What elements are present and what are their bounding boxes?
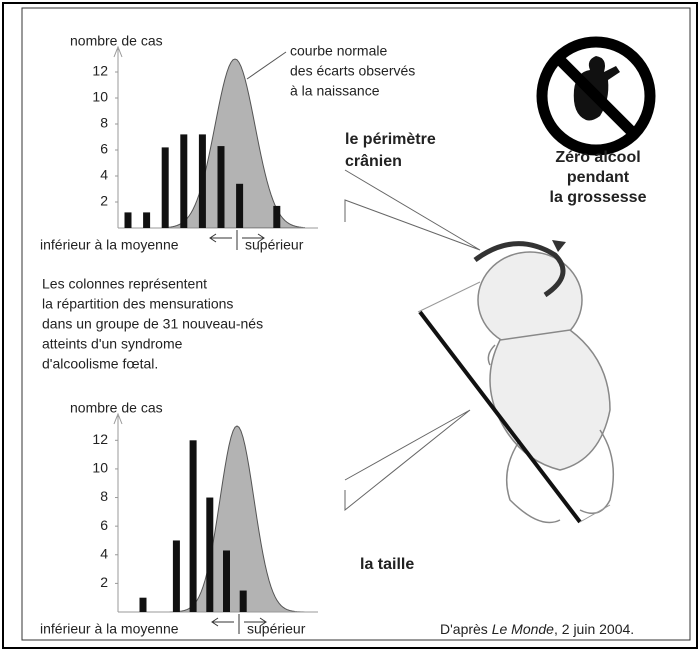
measure-label: la taille: [360, 556, 414, 573]
y-tick-label: 10: [92, 460, 108, 476]
bar: [199, 134, 206, 228]
bar: [143, 212, 150, 228]
annotation: à la naissance: [290, 83, 380, 99]
caption: Les colonnes représentent: [42, 276, 207, 292]
bar: [180, 134, 187, 228]
bar: [140, 598, 147, 612]
source: D'après Le Monde, 2 juin 2004.: [440, 621, 634, 637]
x-label-right: supérieur: [245, 237, 304, 253]
y-tick-label: 10: [92, 89, 108, 105]
y-tick-label: 4: [100, 545, 108, 561]
infographic: Zéro alcool pendant la grossesse Les col…: [0, 0, 700, 651]
bar: [173, 540, 180, 612]
x-label-left: inférieur à la moyenne: [40, 237, 179, 253]
annotation: des écarts observés: [290, 63, 415, 79]
sign-text: pendant: [567, 169, 630, 186]
bar: [125, 212, 132, 228]
x-label-left: inférieur à la moyenne: [40, 621, 179, 637]
x-label-right: supérieur: [247, 621, 306, 637]
bar: [190, 440, 197, 612]
bar: [206, 498, 213, 612]
y-tick-label: 12: [92, 431, 108, 447]
bar: [162, 147, 169, 228]
annotation: courbe normale: [290, 43, 387, 59]
y-tick-label: 8: [100, 488, 108, 504]
bar: [223, 550, 230, 612]
y-tick-label: 2: [100, 193, 108, 209]
y-axis-title: nombre de cas: [70, 400, 163, 416]
caption: dans un groupe de 31 nouveau-nés: [42, 316, 263, 332]
measure-label: le périmètre: [345, 131, 436, 148]
y-tick-label: 8: [100, 115, 108, 131]
y-tick-label: 2: [100, 574, 108, 590]
y-tick-label: 6: [100, 141, 108, 157]
sign-text: Zéro alcool: [555, 149, 640, 166]
caption: la répartition des mensurations: [42, 296, 233, 312]
caption: d'alcoolisme fœtal.: [42, 356, 158, 372]
bar: [240, 591, 247, 612]
y-tick-label: 4: [100, 167, 108, 183]
bar: [273, 206, 280, 228]
measure-label: crânien: [345, 153, 402, 170]
y-tick-label: 12: [92, 63, 108, 79]
y-tick-label: 6: [100, 517, 108, 533]
caption: atteints d'un syndrome: [42, 336, 183, 352]
y-axis-title: nombre de cas: [70, 33, 163, 49]
bar: [218, 146, 225, 228]
bar: [236, 184, 243, 228]
sign-text: la grossesse: [550, 189, 647, 206]
